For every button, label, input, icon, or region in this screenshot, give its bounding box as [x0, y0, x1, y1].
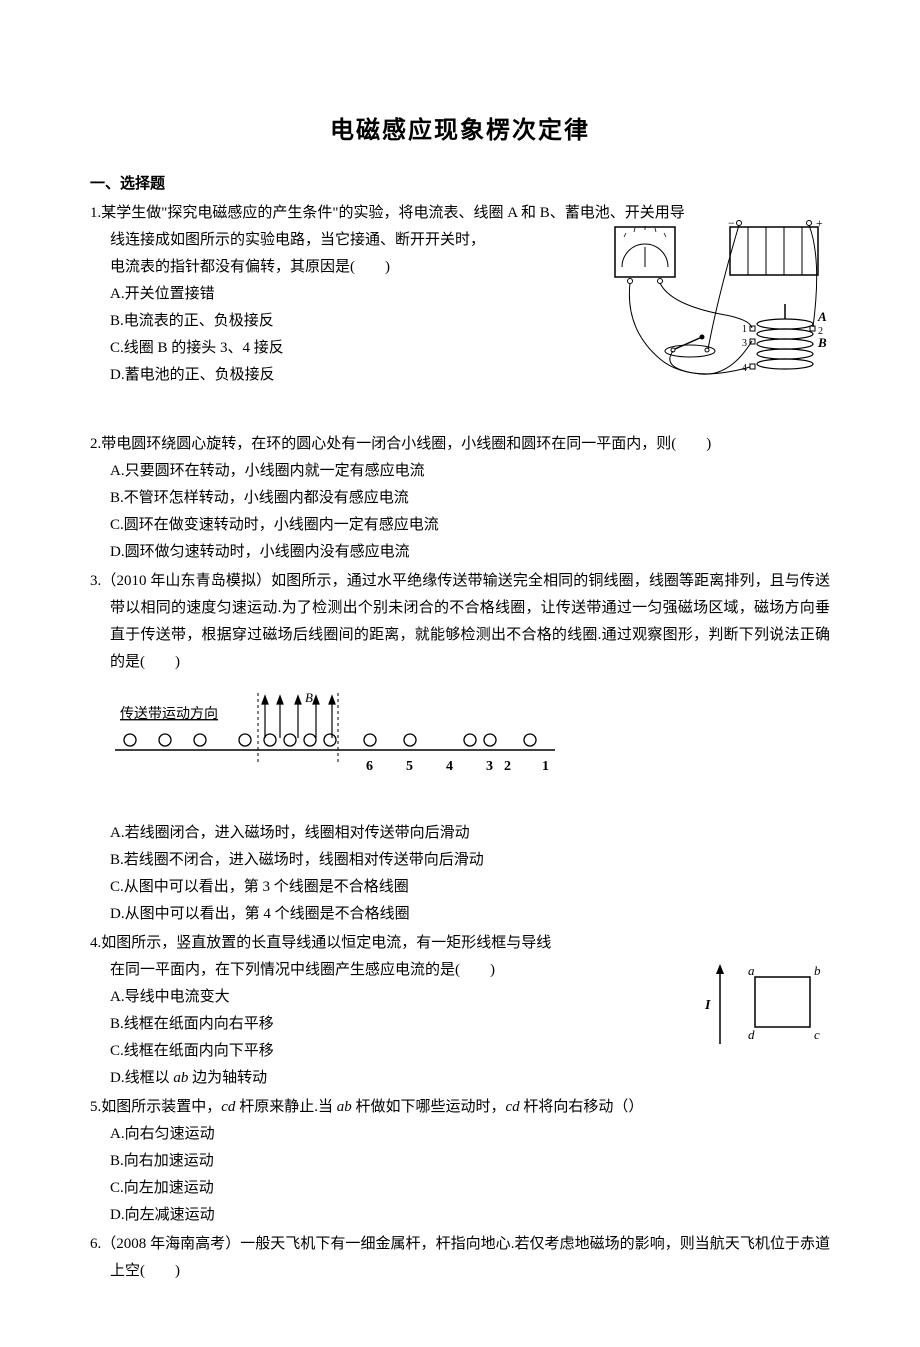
question-3: 3.（2010 年山东青岛模拟）如图所示，通过水平绝缘传送带输送完全相同的铜线圈…: [90, 568, 830, 928]
question-6: 6.（2008 年海南高考）一般天飞机下有一细金属杆，杆指向地心.若仅考虑地磁场…: [90, 1231, 830, 1285]
coil-num-1: 1: [542, 759, 549, 774]
q3-option-b: B.若线圈不闭合，进入磁场时，线圈相对传送带向后滑动: [90, 847, 830, 874]
q3-figure: 传送带运动方向 B: [110, 688, 560, 798]
coil-a-label: A: [817, 309, 827, 324]
belt-direction-label: 传送带运动方向: [120, 706, 218, 722]
q2-stem: 2.带电圆环绕圆心旋转，在环的圆心处有一闭合小线圈，小线圈和圆环在同一平面内，则…: [90, 431, 830, 458]
question-5: 5.如图所示装置中，cd 杆原来静止.当 ab 杆做如下哪些运动时，cd 杆将向…: [90, 1094, 830, 1229]
corner-c: c: [814, 1027, 820, 1042]
wire-loop-diagram-icon: I a b c d: [700, 959, 830, 1049]
corner-b: b: [814, 963, 821, 978]
q4-option-d: D.线框以 ab 边为轴转动: [90, 1065, 830, 1092]
q2-option-d: D.圆环做匀速转动时，小线圈内没有感应电流: [90, 539, 830, 566]
coil-num-3: 3: [486, 759, 493, 774]
q3-option-d: D.从图中可以看出，第 4 个线圈是不合格线圈: [90, 901, 830, 928]
battery-plus: +: [816, 219, 823, 230]
conveyor-diagram-icon: 传送带运动方向 B: [110, 688, 560, 798]
coil-num-5: 5: [406, 759, 413, 774]
q6-stem: 6.（2008 年海南高考）一般天飞机下有一细金属杆，杆指向地心.若仅考虑地磁场…: [90, 1231, 830, 1285]
q4-figure: I a b c d: [700, 959, 830, 1049]
q5-option-d: D.向左减速运动: [90, 1202, 830, 1229]
circuit-diagram-icon: − + A B 1 2 3: [600, 219, 830, 399]
q2-option-b: B.不管环怎样转动，小线圈内都没有感应电流: [90, 485, 830, 512]
q5-option-a: A.向右匀速运动: [90, 1121, 830, 1148]
terminal-1: 1: [742, 324, 747, 335]
question-1: 1.某学生做"探究电磁感应的产生条件"的实验，将电流表、线圈 A 和 B、蓄电池…: [90, 200, 830, 399]
q3-option-a: A.若线圈闭合，进入磁场时，线圈相对传送带向后滑动: [90, 820, 830, 847]
page-title: 电磁感应现象楞次定律: [90, 110, 830, 153]
q1-figure: − + A B 1 2 3: [600, 219, 830, 399]
q4-stem-line1: 4.如图所示，竖直放置的长直导线通以恒定电流，有一矩形线框与导线: [90, 930, 830, 957]
q5-option-b: B.向右加速运动: [90, 1148, 830, 1175]
corner-a: a: [748, 963, 755, 978]
q3-stem: 3.（2010 年山东青岛模拟）如图所示，通过水平绝缘传送带输送完全相同的铜线圈…: [90, 568, 830, 676]
coil-num-6: 6: [366, 759, 373, 774]
field-b-label: B: [305, 690, 313, 705]
q5-stem: 5.如图所示装置中，cd 杆原来静止.当 ab 杆做如下哪些运动时，cd 杆将向…: [90, 1094, 830, 1121]
question-2: 2.带电圆环绕圆心旋转，在环的圆心处有一闭合小线圈，小线圈和圆环在同一平面内，则…: [90, 431, 830, 566]
q2-option-a: A.只要圆环在转动，小线圈内就一定有感应电流: [90, 458, 830, 485]
coil-num-2: 2: [504, 759, 511, 774]
section-header-1: 一、选择题: [90, 171, 830, 198]
spacer: [90, 401, 830, 431]
coil-b-label: B: [817, 335, 827, 350]
q2-option-c: C.圆环在做变速转动时，小线圈内一定有感应电流: [90, 512, 830, 539]
current-i-label: I: [704, 998, 711, 1013]
battery-minus: −: [728, 219, 735, 230]
corner-d: d: [748, 1027, 755, 1042]
terminal-2: 2: [818, 326, 823, 337]
q3-option-c: C.从图中可以看出，第 3 个线圈是不合格线圈: [90, 874, 830, 901]
terminal-3: 3: [742, 338, 747, 349]
question-4: 4.如图所示，竖直放置的长直导线通以恒定电流，有一矩形线框与导线 I a b c…: [90, 930, 830, 1092]
coil-num-4: 4: [446, 759, 453, 774]
q5-option-c: C.向左加速运动: [90, 1175, 830, 1202]
